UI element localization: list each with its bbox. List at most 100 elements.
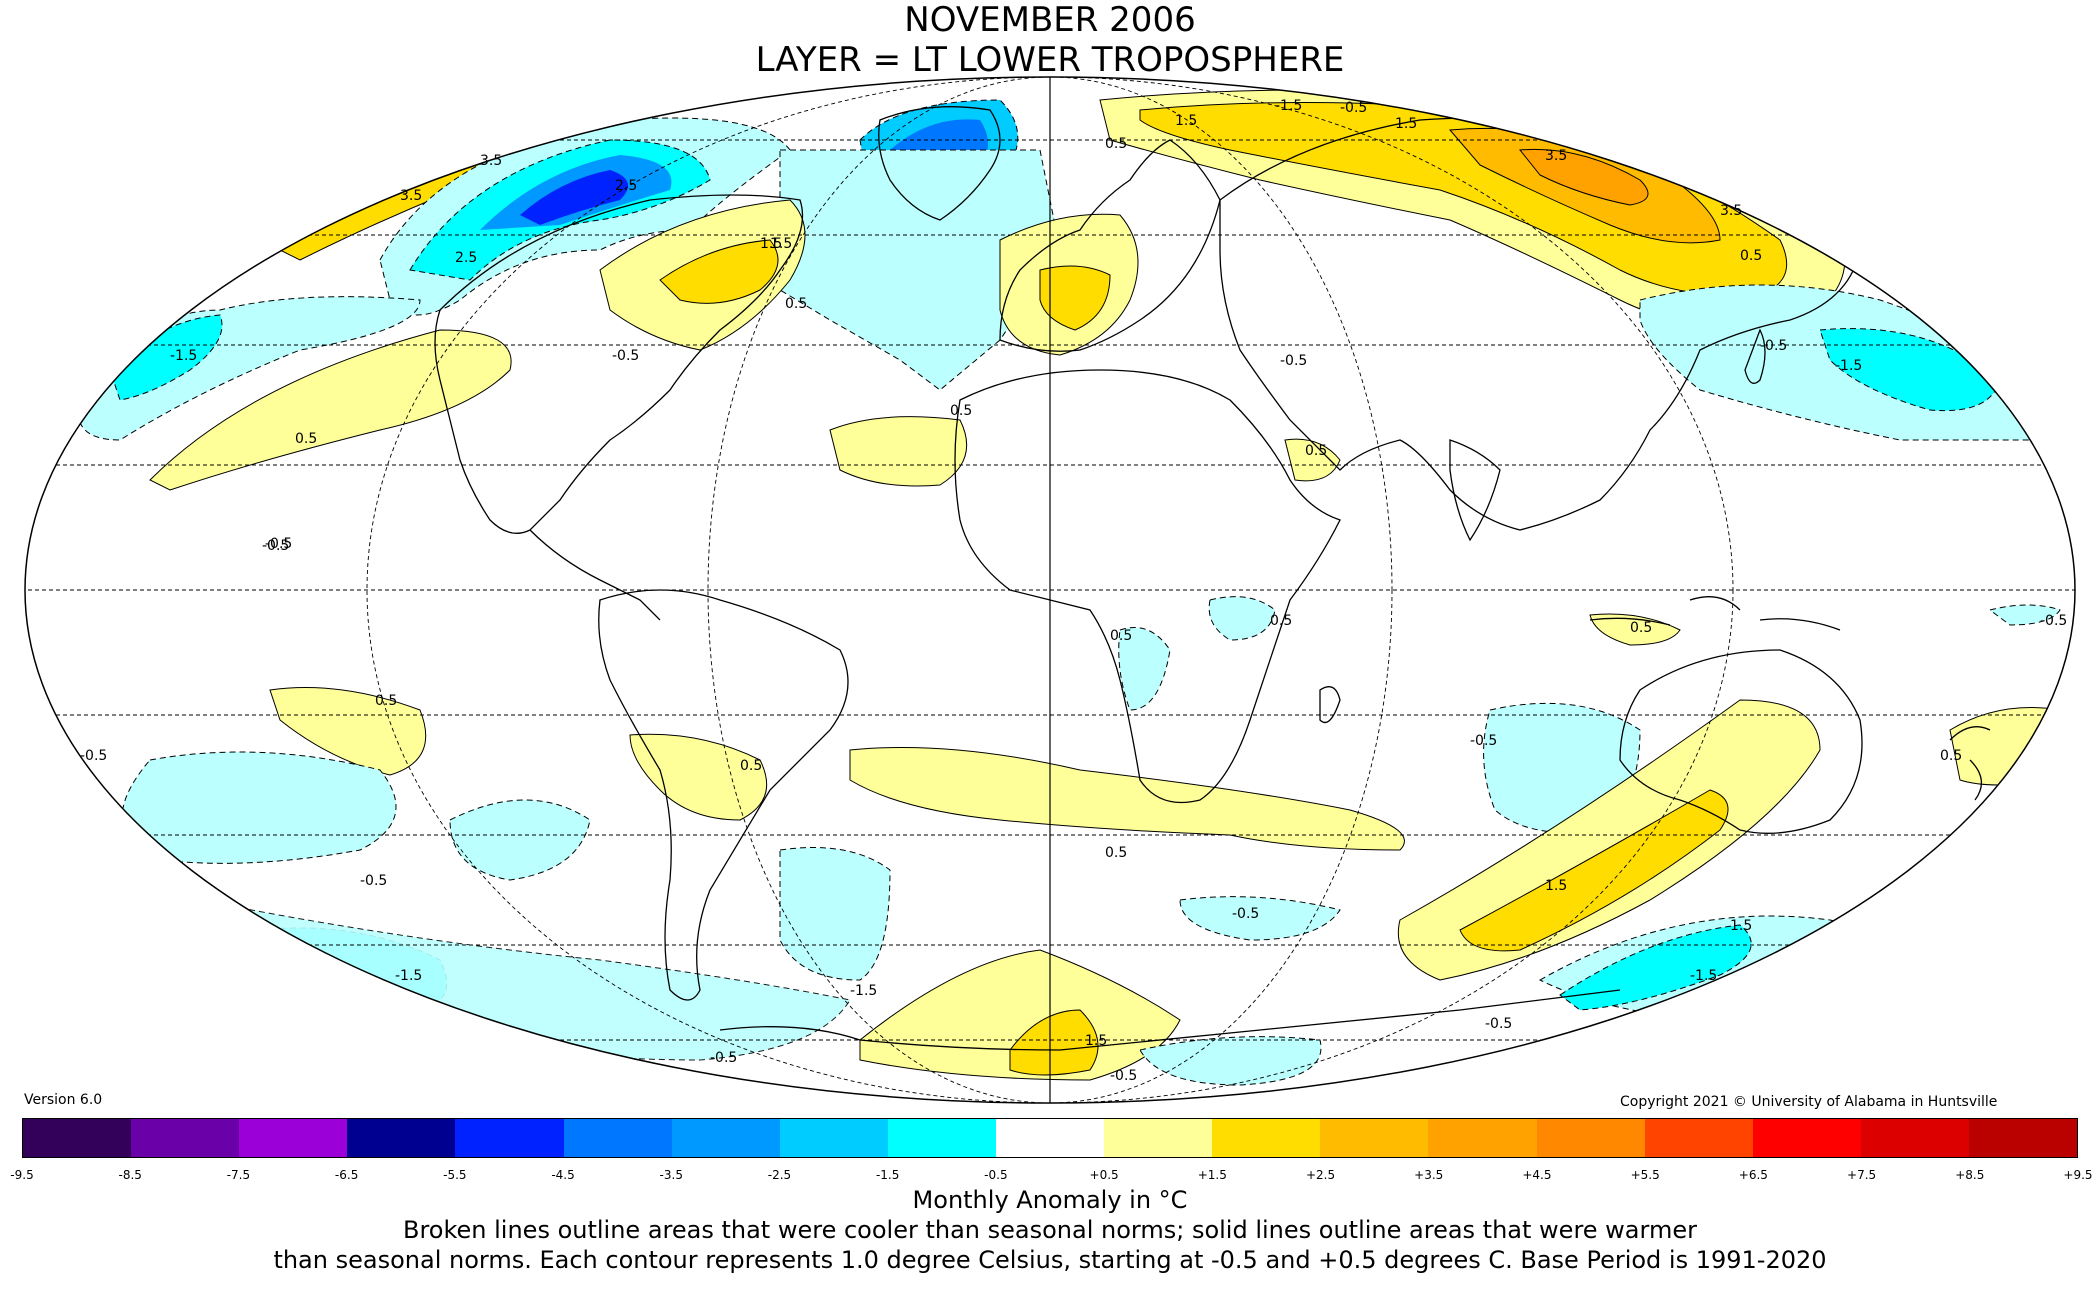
continent-outlines xyxy=(434,106,1991,1051)
colorbar-segment xyxy=(131,1119,240,1157)
contour-label: -0.5 xyxy=(612,348,639,364)
warm-region xyxy=(829,416,968,487)
contour-label: -1.5 xyxy=(1835,358,1862,374)
colorbar-segment xyxy=(1968,1119,2078,1157)
contour-label: -0.5 xyxy=(1340,100,1367,116)
central-america-outline xyxy=(529,529,661,621)
contour-label: -0.5 xyxy=(1470,733,1497,749)
colorbar-tick-label: +7.5 xyxy=(1847,1168,1877,1182)
colorbar-segment xyxy=(1104,1119,1213,1157)
cool-region xyxy=(109,314,223,401)
warm-region xyxy=(1009,1009,1099,1076)
colorbar-tick-label: -0.5 xyxy=(984,1168,1008,1182)
colorbar-segment xyxy=(1860,1119,1969,1157)
contour-label: -1.5 xyxy=(1275,98,1302,114)
contour-label: 1.5 xyxy=(1085,1033,1107,1049)
colorbar-tick-label: -3.5 xyxy=(659,1168,683,1182)
japan-outline xyxy=(1744,328,1766,384)
contour-label: 0.5 xyxy=(1105,845,1127,861)
colorbar-ticks: -9.5 -8.5 -7.5 -6.5 -5.5 -4.5 -3.5 -2.5 -1.5 -0.5… xyxy=(10,1168,2092,1184)
contour-label: 0.5 xyxy=(1105,136,1127,152)
colorbar-tick-label: +5.5 xyxy=(1630,1168,1660,1182)
colorbar-tick-label: +9.5 xyxy=(2063,1168,2093,1182)
map-subtitle: LAYER = LT LOWER TROPOSPHERE xyxy=(755,40,1345,80)
note-line-2: than seasonal norms. Each contour repres… xyxy=(273,1246,1827,1274)
contour-label: 0.5 xyxy=(740,758,762,774)
colorbar-tick-label: -7.5 xyxy=(226,1168,251,1182)
africa-outline xyxy=(954,369,1341,804)
contour-label: -1.5 xyxy=(395,968,422,984)
warm-region xyxy=(629,733,768,821)
contour-label: -0.5 xyxy=(710,1050,737,1066)
warm-region xyxy=(1039,265,1111,331)
contour-label: 0.5 xyxy=(375,693,397,709)
globe-outline xyxy=(24,76,2076,1104)
contour-label: 1.5 xyxy=(770,236,792,252)
contour-label: 2.5 xyxy=(615,178,637,194)
colorbar-tick-label: +8.5 xyxy=(1955,1168,1985,1182)
cool-region xyxy=(1118,627,1171,711)
warm-region xyxy=(859,949,1181,1081)
contour-labels: 3.5 2.5 3.5 2.5 1.5 0.5 -0.5 1.5 -1.5 0.… xyxy=(80,98,2067,1084)
contour-label: 0.5 xyxy=(1630,620,1652,636)
cool-region xyxy=(449,799,591,881)
colorbar-tick-label: +0.5 xyxy=(1089,1168,1119,1182)
colorbar xyxy=(22,1118,2078,1158)
cool-region xyxy=(1819,328,2001,412)
colorbar-segment xyxy=(671,1119,780,1157)
contour-label: -0.5 xyxy=(80,748,107,764)
colorbar-segment xyxy=(1536,1119,1645,1157)
contour-label: -0.5 xyxy=(360,873,387,889)
colorbar-tick-label: -6.5 xyxy=(334,1168,359,1182)
version-label: Version 6.0 xyxy=(24,1092,103,1108)
colorbar-segment xyxy=(1212,1119,1321,1157)
colorbar-tick-label: +2.5 xyxy=(1305,1168,1336,1182)
colorbar-segment xyxy=(455,1119,564,1157)
graticule xyxy=(25,77,2075,1103)
contour-label: 0.5 xyxy=(1940,748,1962,764)
contour-label: 0.5 xyxy=(295,431,317,447)
cool-region xyxy=(779,149,1061,391)
contour-label: -0.5 xyxy=(265,536,292,552)
contour-label: 3.5 xyxy=(1720,203,1742,219)
colorbar-segment xyxy=(1752,1119,1861,1157)
contour-label: -0.5 xyxy=(1280,353,1307,369)
colorbar-tick-label: -1.5 xyxy=(875,1168,900,1182)
colorbar-tick-label: -2.5 xyxy=(767,1168,792,1182)
new-zealand-outline xyxy=(1949,726,1991,801)
contour-label: -0.5 xyxy=(1110,1068,1137,1084)
colorbar-segment xyxy=(1320,1119,1429,1157)
cool-region xyxy=(1139,1036,1322,1086)
colorbar-tick-label: -8.5 xyxy=(118,1168,142,1182)
colorbar-tick-label: +6.5 xyxy=(1738,1168,1768,1182)
cool-region xyxy=(121,751,397,864)
anomaly-map: 3.5 2.5 3.5 2.5 1.5 0.5 -0.5 1.5 -1.5 0.… xyxy=(24,76,2076,1104)
units-label: Monthly Anomaly in °C xyxy=(912,1186,1188,1214)
contour-label: -1.5 xyxy=(170,348,197,364)
colorbar-segment xyxy=(1428,1119,1537,1157)
colorbar-tick-label: +4.5 xyxy=(1522,1168,1552,1182)
anomaly-fields xyxy=(78,89,2061,1086)
contour-label: 2.5 xyxy=(455,250,477,266)
colorbar-segment xyxy=(23,1119,132,1157)
contour-label: -0.5 xyxy=(2040,613,2067,629)
contour-label: -0.5 xyxy=(1760,338,1787,354)
contour-label: 1.5 xyxy=(760,236,782,252)
warm-region xyxy=(1284,438,1341,482)
warm-region xyxy=(849,747,1405,851)
contour-label: -0.5 xyxy=(1485,1016,1512,1032)
contour-label: 1.5 xyxy=(1395,116,1417,132)
colorbar-tick-label: +3.5 xyxy=(1414,1168,1444,1182)
colorbar-segment xyxy=(995,1119,1105,1157)
cool-region xyxy=(1988,604,2061,626)
contour-label: 3.5 xyxy=(480,153,502,169)
contour-label: 0.5 xyxy=(1305,443,1327,459)
colorbar-segment xyxy=(1644,1119,1753,1157)
australia-outline xyxy=(1619,649,1863,834)
cool-region xyxy=(1559,924,1752,1011)
colorbar-tick-label: -5.5 xyxy=(443,1168,467,1182)
contour-label: 1.5 xyxy=(1545,878,1567,894)
contour-label: 0.5 xyxy=(1270,613,1292,629)
contour-label: 1.5 xyxy=(1730,918,1752,934)
contour-label: 0.5 xyxy=(950,403,972,419)
